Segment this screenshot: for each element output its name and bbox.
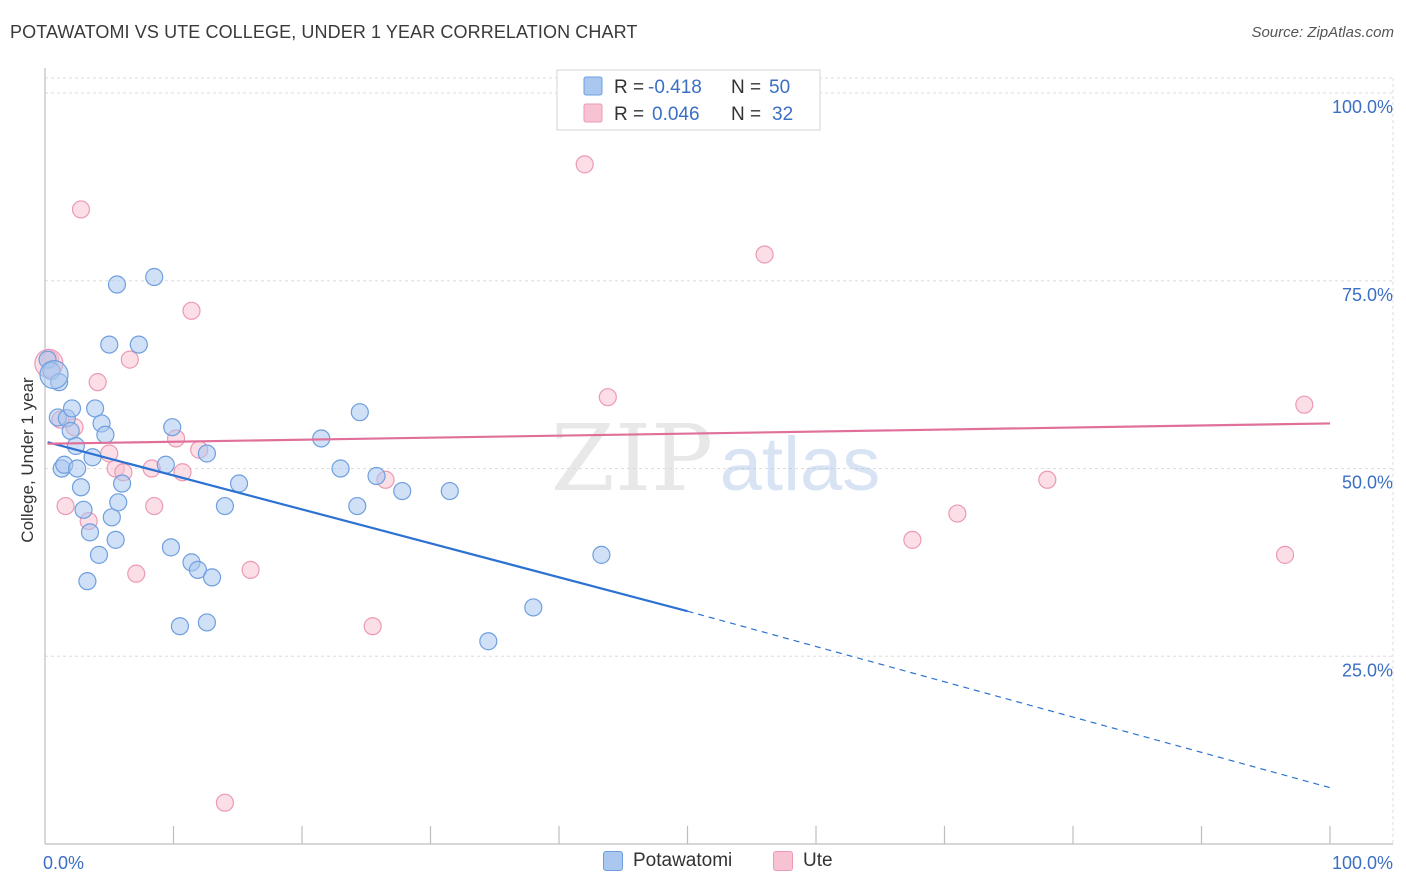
x-tick-label-min: 0.0%	[43, 853, 84, 873]
potawatomi-point-16	[96, 425, 115, 444]
potawatomi-point-31	[170, 617, 190, 636]
ute-point-28	[1038, 470, 1057, 489]
potawatomi-point-38	[229, 474, 249, 493]
legend-label-potawatomi: Potawatomi	[633, 850, 733, 871]
potawatomi-point-47	[524, 598, 543, 617]
potawatomi-point-17	[89, 545, 109, 564]
potawatomi-point-29	[163, 418, 182, 437]
potawatomi-point-30	[161, 538, 181, 557]
potawatomi-point-20	[102, 508, 121, 527]
potawatomi-point-27	[145, 267, 164, 287]
potawatomi-point-19	[80, 523, 100, 542]
ute-point-30	[1295, 395, 1314, 414]
legend-r-value-potawatomi: -0.418	[648, 77, 702, 98]
y-axis-label: College, Under 1 year	[18, 377, 37, 543]
potawatomi-point-6	[61, 421, 80, 441]
potawatomi-point-26	[129, 335, 148, 354]
ute-point-26	[903, 530, 922, 549]
ute-point-18	[215, 793, 234, 812]
potawatomi-point-46	[479, 632, 498, 651]
legend-stats: R = -0.418 N = 50 R = 0.046 N = 32	[556, 69, 821, 131]
potawatomi-points	[38, 267, 611, 651]
potawatomi-point-5	[62, 399, 82, 418]
tick-labels: 25.0% 50.0% 75.0% 100.0% 0.0% 100.0%	[43, 97, 1393, 873]
potawatomi-point-35	[202, 568, 222, 587]
ute-point-25	[755, 245, 774, 264]
watermark-zip: ZIP	[551, 405, 713, 512]
y-tick-label-100: 100.0%	[1332, 97, 1393, 117]
legend-n-value-ute: 32	[772, 104, 793, 125]
potawatomi-point-22	[109, 493, 128, 512]
legend-r-value-ute: 0.046	[652, 104, 700, 125]
legend-swatch-ute-bottom	[773, 851, 793, 871]
x-tick-label-max: 100.0%	[1332, 853, 1393, 873]
watermark: ZIP atlas	[551, 405, 880, 512]
y-tick-label-50: 50.0%	[1342, 473, 1393, 493]
potawatomi-point-49	[39, 360, 69, 390]
ute-point-23	[598, 388, 617, 407]
ute-point-4	[71, 200, 91, 219]
y-tick-label-25: 25.0%	[1342, 660, 1393, 680]
potawatomi-point-14	[86, 399, 105, 418]
legend-r-label-ute: R =	[614, 104, 644, 125]
potawatomi-trend-extension	[687, 610, 1331, 789]
axis-layer	[44, 68, 1393, 845]
potawatomi-point-25	[107, 275, 127, 294]
ute-trend-line	[47, 422, 1331, 445]
ute-point-27	[948, 504, 967, 523]
potawatomi-point-45	[440, 481, 459, 501]
legend-series: Potawatomi Ute	[0, 850, 1406, 878]
potawatomi-point-11	[71, 478, 91, 497]
ute-point-10	[120, 350, 139, 369]
ute-point-2	[56, 496, 75, 516]
potawatomi-point-28	[156, 455, 175, 474]
potawatomi-point-37	[215, 496, 234, 516]
potawatomi-point-12	[74, 500, 93, 519]
potawatomi-point-13	[83, 448, 102, 467]
potawatomi-point-48	[592, 545, 611, 564]
potawatomi-point-40	[331, 459, 350, 478]
potawatomi-point-33	[188, 560, 208, 579]
potawatomi-point-24	[100, 335, 119, 354]
potawatomi-point-34	[197, 613, 217, 632]
potawatomi-point-10	[68, 459, 87, 478]
legend-n-label-ute: N =	[731, 104, 761, 125]
chart-title: POTAWATOMI VS UTE COLLEGE, UNDER 1 YEAR …	[10, 22, 638, 42]
ute-point-13	[145, 496, 164, 516]
potawatomi-trend-line	[47, 441, 688, 613]
potawatomi-point-42	[350, 403, 369, 422]
legend-item-potawatomi[interactable]: Potawatomi	[603, 850, 732, 872]
legend-swatch-potawatomi	[583, 76, 603, 96]
potawatomi-point-21	[106, 530, 125, 549]
watermark-atlas: atlas	[720, 422, 881, 507]
potawatomi-point-41	[348, 496, 367, 516]
potawatomi-point-18	[78, 572, 97, 591]
legend-n-value-potawatomi: 50	[769, 77, 790, 98]
grid-layer	[45, 77, 1395, 844]
legend-r-label-potawatomi: R =	[614, 77, 644, 98]
trend-lines	[47, 422, 1331, 789]
potawatomi-point-44	[393, 481, 412, 501]
ute-point-29	[1275, 545, 1295, 564]
ute-point-22	[575, 155, 594, 174]
potawatomi-point-36	[197, 444, 217, 463]
potawatomi-point-23	[112, 474, 132, 493]
ute-point-19	[241, 560, 260, 579]
potawatomi-point-43	[367, 466, 386, 486]
source-credit: Source: ZipAtlas.com	[1251, 24, 1394, 41]
legend-item-ute[interactable]: Ute	[773, 850, 833, 872]
ute-point-6	[88, 373, 107, 392]
y-tick-label-75: 75.0%	[1342, 285, 1393, 305]
legend-label-ute: Ute	[803, 850, 833, 871]
ute-point-20	[363, 617, 382, 636]
legend-n-label-potawatomi: N =	[731, 77, 761, 98]
legend-swatch-potawatomi-bottom	[603, 851, 623, 871]
ute-point-11	[127, 564, 146, 583]
ute-point-16	[182, 301, 201, 320]
legend-swatch-ute	[583, 103, 603, 123]
